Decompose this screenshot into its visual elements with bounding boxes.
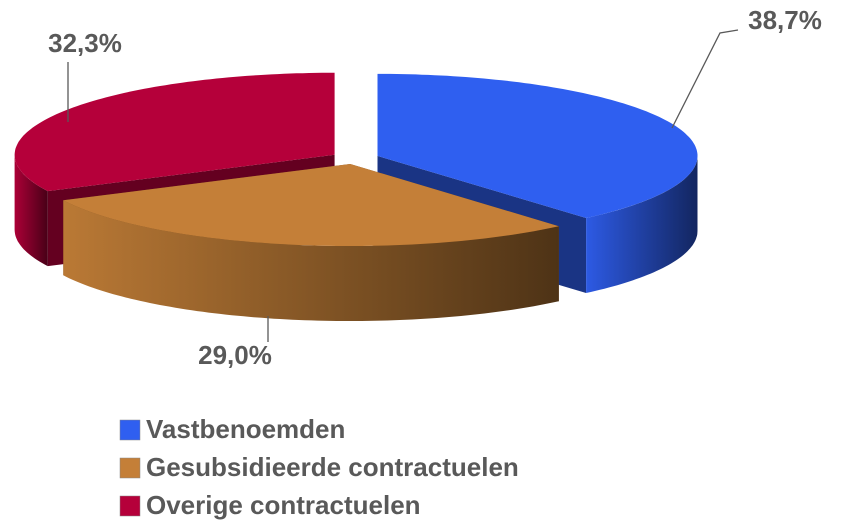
slice-side [63, 200, 559, 321]
slice-side [14, 154, 48, 267]
labels: 38,7% 29,0% 32,3% [48, 5, 822, 370]
slice-top [377, 73, 698, 219]
slice-top [63, 164, 559, 246]
data-label: 38,7% [748, 5, 822, 35]
data-label: 29,0% [198, 340, 272, 370]
legend-swatch [119, 457, 141, 479]
slice-top [14, 72, 335, 192]
legend-swatch [119, 495, 141, 517]
legend-label: Overige contractuelen [146, 490, 421, 520]
slice [63, 164, 559, 321]
legend-label: Gesubsidieerde contractuelen [146, 452, 519, 482]
slice-side [586, 155, 698, 293]
pie [14, 72, 698, 321]
leader-line [671, 29, 739, 129]
data-label: 32,3% [48, 28, 122, 58]
legend-label: Vastbenoemden [146, 414, 345, 444]
legend-swatch [119, 419, 141, 441]
legend: Vastbenoemden Gesubsidieerde contractuele… [119, 414, 519, 520]
